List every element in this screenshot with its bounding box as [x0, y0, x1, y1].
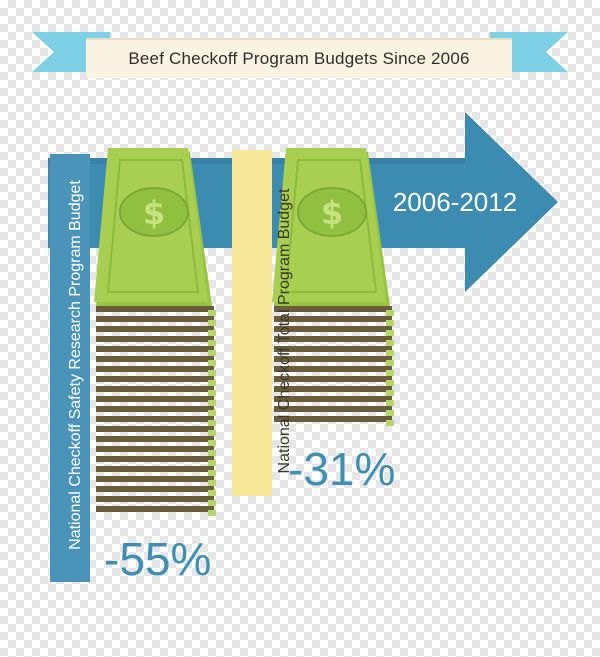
bill-layer-edge — [208, 330, 216, 336]
bill-layer-edge — [208, 390, 216, 396]
bill-layer — [96, 446, 214, 452]
bill-layer — [96, 406, 214, 412]
bill-layer — [274, 326, 392, 332]
bill-layer — [274, 386, 392, 392]
bill-layer-edge — [208, 310, 216, 316]
bill-layer — [274, 416, 392, 422]
bill-layer-edge — [386, 350, 394, 356]
bill-layer-edge — [208, 480, 216, 486]
bill-layer-edge — [386, 390, 394, 396]
title-banner — [32, 32, 568, 78]
bill-layer-edge — [208, 380, 216, 386]
safety-research-budget-label: National Checkoff Safety Research Progra… — [67, 180, 84, 550]
bill-layer — [96, 456, 214, 462]
bill-layer — [96, 306, 214, 312]
bill-layer-edge — [386, 340, 394, 346]
bill-layer — [274, 396, 392, 402]
bill-layer — [96, 386, 214, 392]
bill-layer-edge — [208, 340, 216, 346]
bill-layer-edge — [386, 410, 394, 416]
bill-layer — [274, 306, 392, 312]
bill-layer-edge — [208, 430, 216, 436]
bill-layer-edge — [208, 450, 216, 456]
bill-layer — [274, 346, 392, 352]
bill-layer-edge — [208, 490, 216, 496]
bill-layer-edge — [208, 420, 216, 426]
money-stack-total: $ — [272, 148, 394, 426]
bill-layer — [96, 376, 214, 382]
bill-layer — [96, 356, 214, 362]
infographic-title: Beef Checkoff Program Budgets Since 2006 — [128, 49, 470, 68]
svg-text:$: $ — [143, 194, 165, 232]
dollar-sign-icon: $ — [119, 187, 189, 237]
bill-layer-edge — [386, 370, 394, 376]
bill-layer — [96, 366, 214, 372]
bill-layer-edge — [208, 440, 216, 446]
total-program-label-bar — [232, 150, 272, 496]
bill-layer — [96, 466, 214, 472]
bill-layer-edge — [208, 500, 216, 506]
bill-layer-edge — [208, 360, 216, 366]
bill-layer-edge — [208, 400, 216, 406]
svg-text:$: $ — [321, 194, 343, 232]
bill-layer — [274, 406, 392, 412]
money-stack-safety: $ — [94, 148, 216, 516]
safety-research-label-bar — [50, 154, 90, 582]
bill-layer-edge — [386, 310, 394, 316]
bill-layer — [274, 376, 392, 382]
bill-layer — [96, 486, 214, 492]
bill-layer-edge — [386, 320, 394, 326]
bill-layer-edge — [386, 360, 394, 366]
period-label: 2006-2012 — [392, 186, 518, 217]
bill-layer-edge — [386, 330, 394, 336]
bill-layer — [274, 356, 392, 362]
bill-layer — [96, 346, 214, 352]
bill-layer-edge — [386, 400, 394, 406]
bill-layer — [96, 316, 214, 322]
safety-research-change: -55% — [104, 533, 212, 585]
bill-layer-edge — [208, 320, 216, 326]
bill-layer — [274, 366, 392, 372]
bill-layer-edge — [386, 420, 394, 426]
bill-layer — [96, 396, 214, 402]
total-program-change: -31% — [288, 443, 396, 495]
bill-layer — [274, 316, 392, 322]
bill-layer-edge — [208, 410, 216, 416]
bill-layer — [274, 336, 392, 342]
bill-layer-edge — [208, 470, 216, 476]
bill-layer-edge — [208, 370, 216, 376]
bill-layer — [96, 416, 214, 422]
bill-layer-edge — [386, 380, 394, 386]
bill-layer — [96, 336, 214, 342]
bill-layer — [96, 326, 214, 332]
bill-layer-edge — [208, 460, 216, 466]
bill-layer — [96, 506, 214, 512]
bill-layer — [96, 426, 214, 432]
bill-layer — [96, 476, 214, 482]
bill-layer-edge — [208, 510, 216, 516]
bill-layer — [96, 436, 214, 442]
bill-layer-edge — [208, 350, 216, 356]
dollar-sign-icon: $ — [297, 187, 367, 237]
bill-layer — [96, 496, 214, 502]
